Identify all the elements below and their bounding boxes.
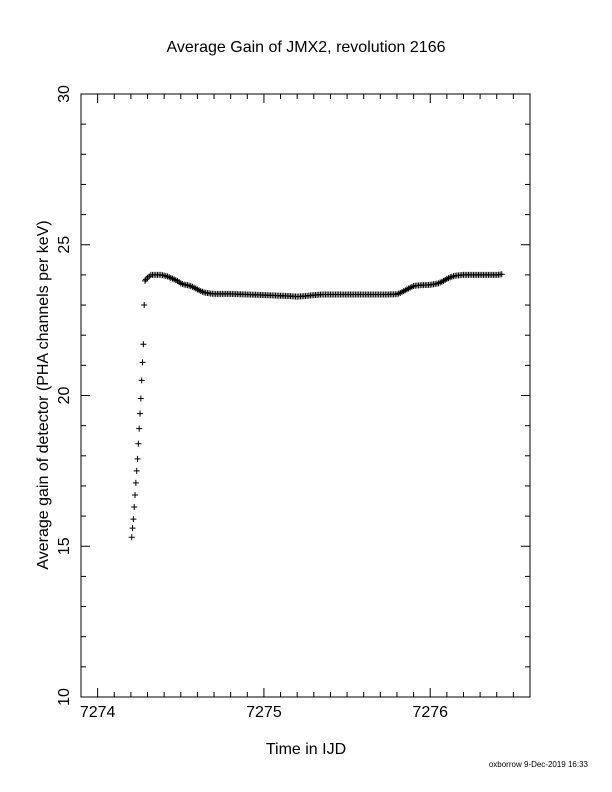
data-points [128,271,505,541]
y-tick-label: 20 [56,387,73,405]
data-point [132,479,139,486]
data-point [137,410,144,417]
data-point [136,425,143,432]
data-point [132,491,139,498]
data-point [498,271,505,278]
data-point [138,377,145,384]
y-tick-label: 30 [56,85,73,103]
data-point [128,534,135,541]
data-point [139,359,146,366]
y-tick-label: 25 [56,236,73,254]
data-point [135,440,142,447]
footer-stamp: oxborrow 9-Dec-2019 16:33 [489,760,589,769]
data-point [130,516,137,523]
y-tick-label: 10 [56,688,73,706]
x-tick-label: 7276 [412,704,448,721]
axis-tick-labels: 10 15 20 25 30 7274 7275 7276 [56,85,448,721]
data-point [133,467,140,474]
data-point [140,341,147,348]
chart-title: Average Gain of JMX2, revolution 2166 [167,39,446,56]
data-point [137,395,144,402]
x-axis-label: Time in IJD [266,741,346,758]
data-point [141,302,148,309]
x-tick-label: 7274 [80,704,116,721]
data-point [131,504,138,511]
plot-frame [80,93,531,698]
data-point [129,525,136,532]
axis-ticks [80,93,531,698]
y-axis-label: Average gain of detector (PHA channels p… [35,220,52,569]
y-tick-label: 15 [56,537,73,555]
x-tick-label: 7275 [246,704,282,721]
data-point [134,455,141,462]
